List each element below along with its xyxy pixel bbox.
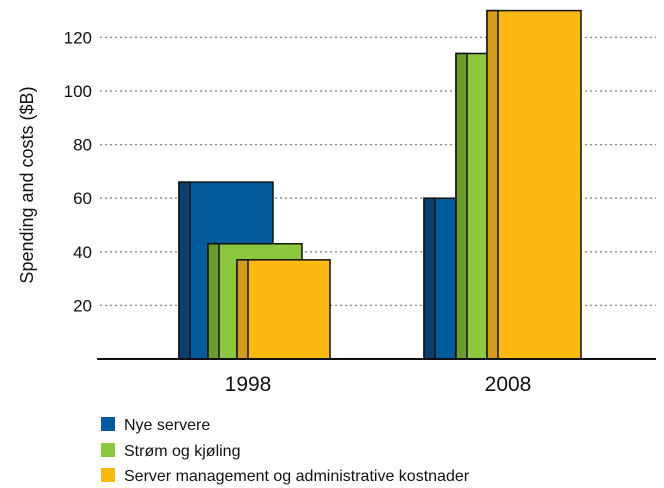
legend-swatch <box>101 417 115 431</box>
x-tick-label: 1998 <box>225 373 272 396</box>
bar-side-1998-series-0 <box>178 181 191 360</box>
legend-label: Strøm og kjøling <box>124 443 240 460</box>
legend-label: Nye servere <box>124 417 210 434</box>
bar-side-2008-series-1 <box>455 52 468 360</box>
x-tick-labels: 1998 2008 <box>225 373 532 396</box>
bar-side-2008-series-0 <box>423 197 436 360</box>
bar-side-2008-series-2 <box>486 9 499 360</box>
x-tick-label: 2008 <box>485 373 532 396</box>
y-tick-label: 60 <box>73 189 92 208</box>
y-axis-label: Spending and costs ($B) <box>17 86 37 283</box>
bar-1998-series-2 <box>236 259 331 360</box>
bar-side-1998-series-1 <box>207 243 220 360</box>
y-tick-label: 100 <box>64 82 92 101</box>
legend-swatch <box>101 443 115 457</box>
legend-label: Server management og administrative kost… <box>124 468 470 485</box>
y-tick-label: 40 <box>73 243 92 262</box>
legend: Nye servere Strøm og kjøling Server manage… <box>101 417 470 485</box>
y-tick-label: 20 <box>73 296 92 315</box>
y-tick-label: 120 <box>64 28 92 47</box>
bars <box>178 9 582 360</box>
y-tick-labels: 20 40 60 80 100 120 <box>64 28 92 315</box>
y-tick-label: 80 <box>73 136 92 155</box>
bar-2008-series-2 <box>486 9 582 360</box>
bar-side-1998-series-2 <box>236 259 249 360</box>
legend-swatch <box>101 468 115 482</box>
